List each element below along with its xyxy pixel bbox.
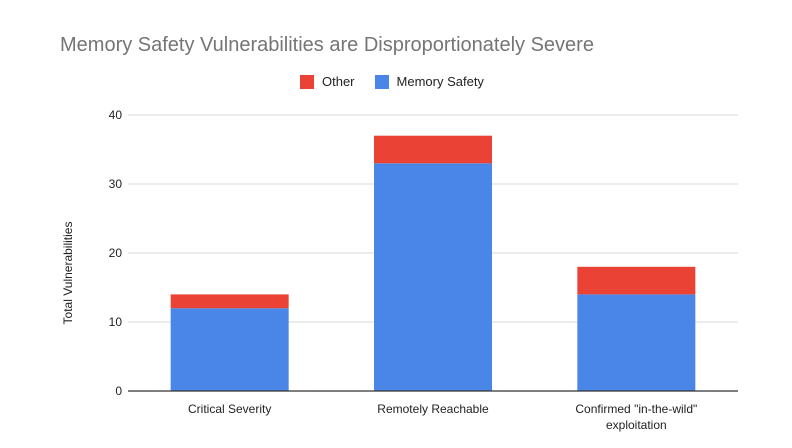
x-tick-label-line: Remotely Reachable (377, 402, 489, 416)
chart-title: Memory Safety Vulnerabilities are Dispro… (60, 34, 594, 56)
x-tick-label-line: exploitation (606, 418, 667, 432)
x-tick-label: Confirmed "in-the-wild" exploitation (575, 402, 697, 432)
bar-memory-safety (374, 163, 492, 391)
x-tick-label-line: Confirmed "in-the-wild" (575, 402, 697, 416)
x-tick-label-line: Critical Severity (188, 402, 271, 416)
bar-memory-safety (170, 308, 289, 391)
x-tick-label: Critical Severity (188, 402, 271, 416)
y-tick-label: 20 (109, 246, 123, 260)
x-tick-label: Remotely Reachable (377, 402, 489, 416)
legend-label-memory-safety: Memory Safety (396, 74, 484, 89)
legend-item-memory-safety[interactable]: Memory Safety (374, 74, 484, 89)
legend-swatch-other (300, 74, 314, 89)
legend-swatch-memory-safety (374, 74, 389, 89)
y-axis-title: Total Vulnerabilities (61, 222, 75, 325)
legend-label-other: Other (322, 74, 355, 89)
bar-other (374, 135, 492, 164)
bar-memory-safety (577, 294, 696, 391)
y-tick-label: 10 (109, 315, 123, 329)
bar-other (577, 266, 696, 295)
chart-legend: Other Memory Safety (300, 74, 484, 89)
y-tick-label: 0 (115, 384, 122, 398)
y-tick-label: 40 (109, 108, 123, 122)
bar-other (170, 294, 289, 309)
legend-item-other[interactable]: Other (300, 74, 355, 89)
y-tick-label: 30 (109, 177, 123, 191)
